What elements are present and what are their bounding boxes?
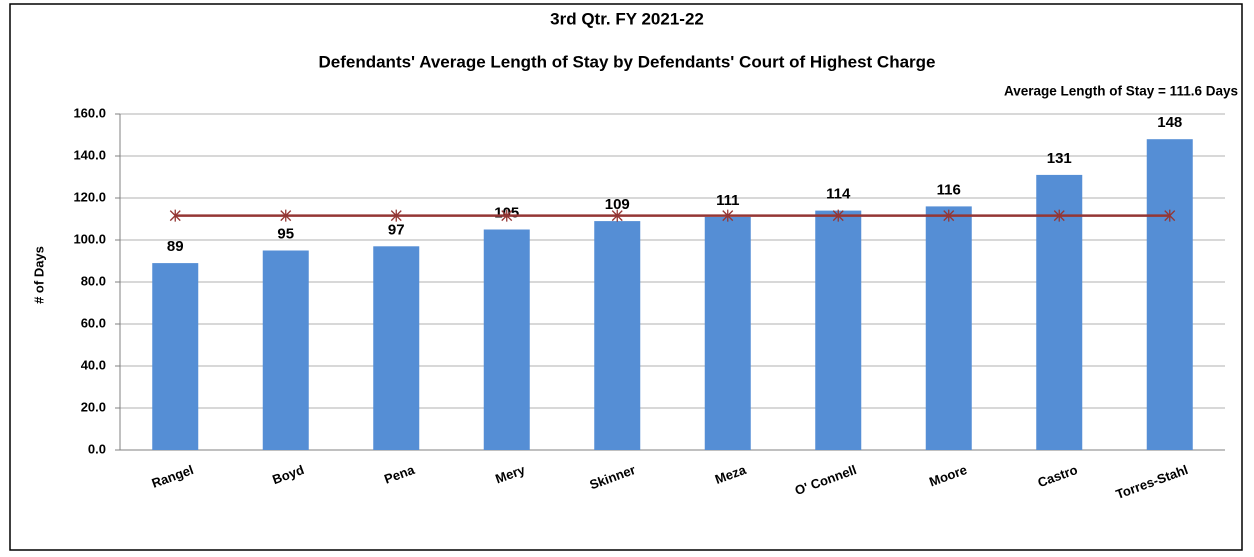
data-label: 111 (716, 192, 739, 209)
chart-subtitle: Defendants' Average Length of Stay by De… (318, 52, 935, 71)
bar (1146, 139, 1193, 450)
average-marker (832, 209, 844, 222)
bar (373, 246, 420, 450)
average-marker (390, 209, 402, 222)
y-tick-label: 40.0 (81, 357, 106, 372)
average-marker (280, 209, 292, 222)
annotation: Average Length of Stay = 111.6 Days (1004, 84, 1238, 99)
bar (704, 216, 751, 450)
bar (152, 263, 199, 450)
data-label: 114 (826, 186, 851, 203)
chart-title: 3rd Qtr. FY 2021-22 (550, 9, 704, 28)
data-label: 116 (937, 181, 961, 198)
data-label: 97 (388, 221, 405, 238)
y-tick-label: 0.0 (88, 441, 106, 456)
y-tick-label: 20.0 (81, 399, 106, 414)
data-label: 95 (277, 225, 294, 242)
data-label: 109 (605, 196, 630, 213)
data-label: 89 (167, 238, 184, 255)
bar (925, 206, 972, 450)
bar (594, 221, 641, 450)
average-marker (943, 209, 955, 222)
average-marker (611, 209, 623, 222)
y-tick-label: 80.0 (81, 273, 106, 288)
bar (483, 229, 530, 450)
data-label: 131 (1047, 150, 1072, 167)
y-axis-label: # of Days (31, 246, 46, 304)
average-marker (169, 209, 181, 222)
average-marker (1164, 209, 1176, 222)
bar (815, 210, 862, 450)
average-marker (1053, 209, 1065, 222)
y-tick-label: 160.0 (73, 105, 106, 120)
average-marker (722, 209, 734, 222)
y-tick-label: 140.0 (73, 147, 106, 162)
y-tick-label: 60.0 (81, 315, 106, 330)
data-label: 148 (1157, 114, 1182, 131)
y-tick-label: 120.0 (73, 189, 106, 204)
bar (262, 250, 309, 450)
y-tick-label: 100.0 (73, 231, 106, 246)
average-marker (501, 209, 513, 222)
